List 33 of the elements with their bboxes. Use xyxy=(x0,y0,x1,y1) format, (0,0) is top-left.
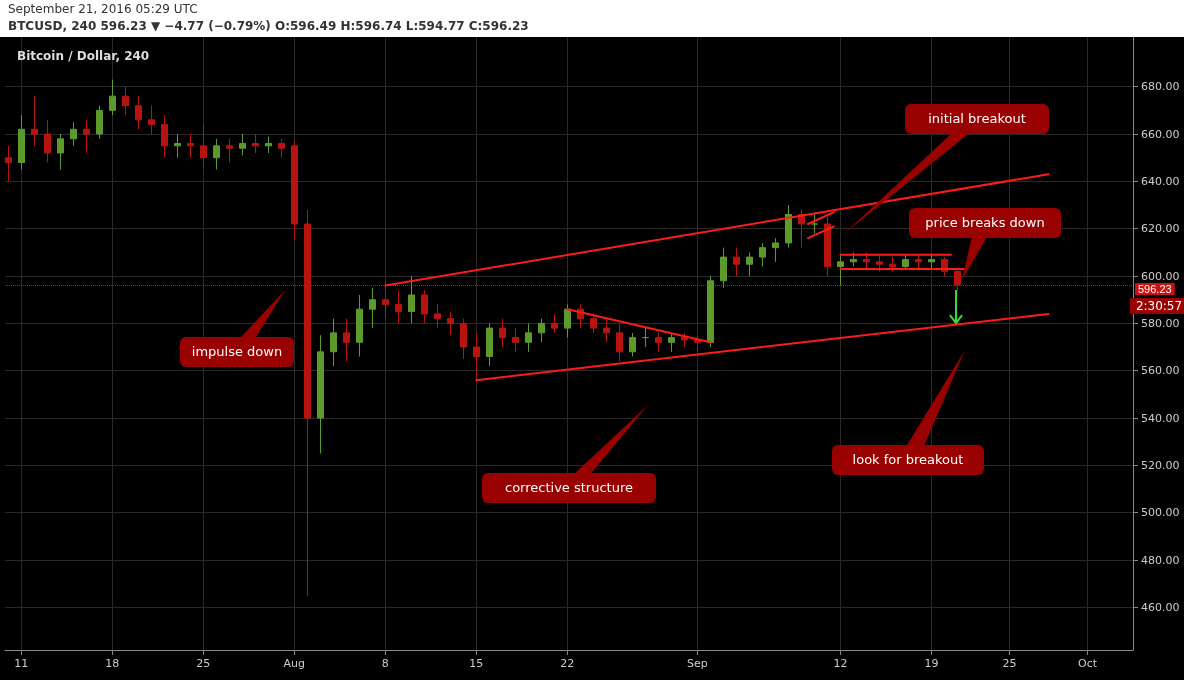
y-tick-label: 640.00 xyxy=(1141,174,1180,188)
x-tick-label: 19 xyxy=(924,657,939,670)
x-tick-label: 22 xyxy=(560,657,575,670)
x-tick-label: 25 xyxy=(196,657,211,670)
text: Bitcoin / Dollar, 240 xyxy=(17,49,150,63)
y-tick-label: 580.00 xyxy=(1141,316,1180,330)
x-tick-label: 11 xyxy=(14,657,29,670)
x-tick-label: 15 xyxy=(469,657,484,670)
chart-subtitle: September 21, 2016 05:29 UTC xyxy=(8,1,199,18)
x-tick-label: 18 xyxy=(105,657,120,670)
x-tick-label: Oct xyxy=(1077,657,1098,670)
x-tick-label: Sep xyxy=(687,657,708,670)
callout-box: look for breakout xyxy=(832,445,984,475)
callout-box: corrective structure xyxy=(482,473,656,503)
callout-box: initial breakout xyxy=(904,104,1050,134)
ref-line-label: 596.23 xyxy=(1138,282,1172,295)
y-tick-label: 560.00 xyxy=(1141,364,1180,378)
y-tick-label: 480.00 xyxy=(1141,553,1180,567)
y-tick-label: 500.00 xyxy=(1141,506,1180,520)
text: 2:30:57 xyxy=(1135,298,1183,313)
y-tick-label: 620.00 xyxy=(1141,222,1180,236)
y-tick-label: 600.00 xyxy=(1141,269,1180,283)
y-tick-label: 540.00 xyxy=(1141,411,1180,425)
text: BTCUSD, 240 596.23 ▼ −4.77 (−0.79%) O:596.49 H:596.74 L:594.77 C:596.23 xyxy=(8,18,530,35)
x-tick-label: 12 xyxy=(833,657,848,670)
y-tick-label: 660.00 xyxy=(1141,127,1180,141)
y-tick-label: 520.00 xyxy=(1141,458,1180,472)
callout-box: impulse down xyxy=(179,337,295,367)
y-tick-label: 680.00 xyxy=(1141,80,1180,94)
y-tick-label: 460.00 xyxy=(1141,600,1180,614)
x-tick-label: 8 xyxy=(381,657,389,670)
x-tick-label: Aug xyxy=(283,657,306,670)
x-tick-label: 25 xyxy=(1002,657,1017,670)
